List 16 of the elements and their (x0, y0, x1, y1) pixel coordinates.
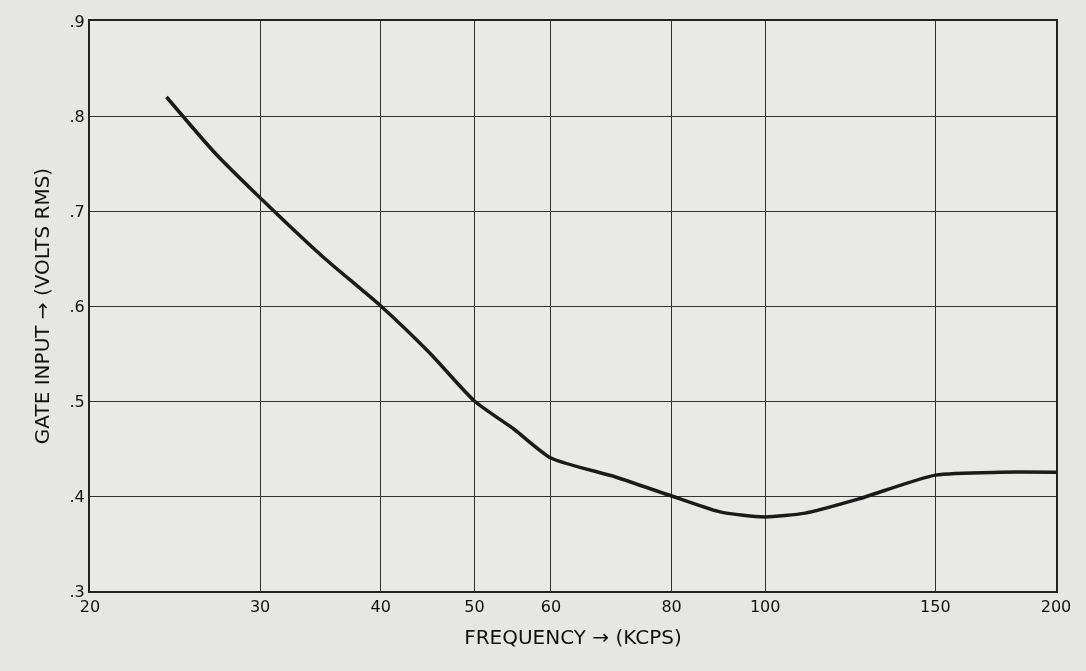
x-tick-label: 40 (370, 597, 391, 617)
x-axis-title: FREQUENCY → (KCPS) (464, 625, 682, 650)
x-tick-label: 30 (249, 597, 271, 617)
x-tick-label: 50 (464, 597, 485, 617)
y-tick-label: .5 (69, 391, 85, 411)
y-tick-label: .7 (69, 201, 85, 221)
x-tick-label: 80 (661, 597, 682, 617)
y-tick-label: .8 (69, 106, 85, 126)
y-tick-label: .9 (69, 11, 85, 31)
x-tick-label: 200 (1040, 597, 1072, 617)
y-axis-title: GATE INPUT → (VOLTS RMS) (29, 167, 54, 445)
y-tick-label: .4 (69, 486, 85, 506)
y-tick-label: .6 (69, 296, 85, 316)
x-tick-label: 100 (749, 597, 781, 617)
x-tick-label: 60 (540, 597, 562, 617)
x-tick-label: 150 (920, 597, 951, 617)
